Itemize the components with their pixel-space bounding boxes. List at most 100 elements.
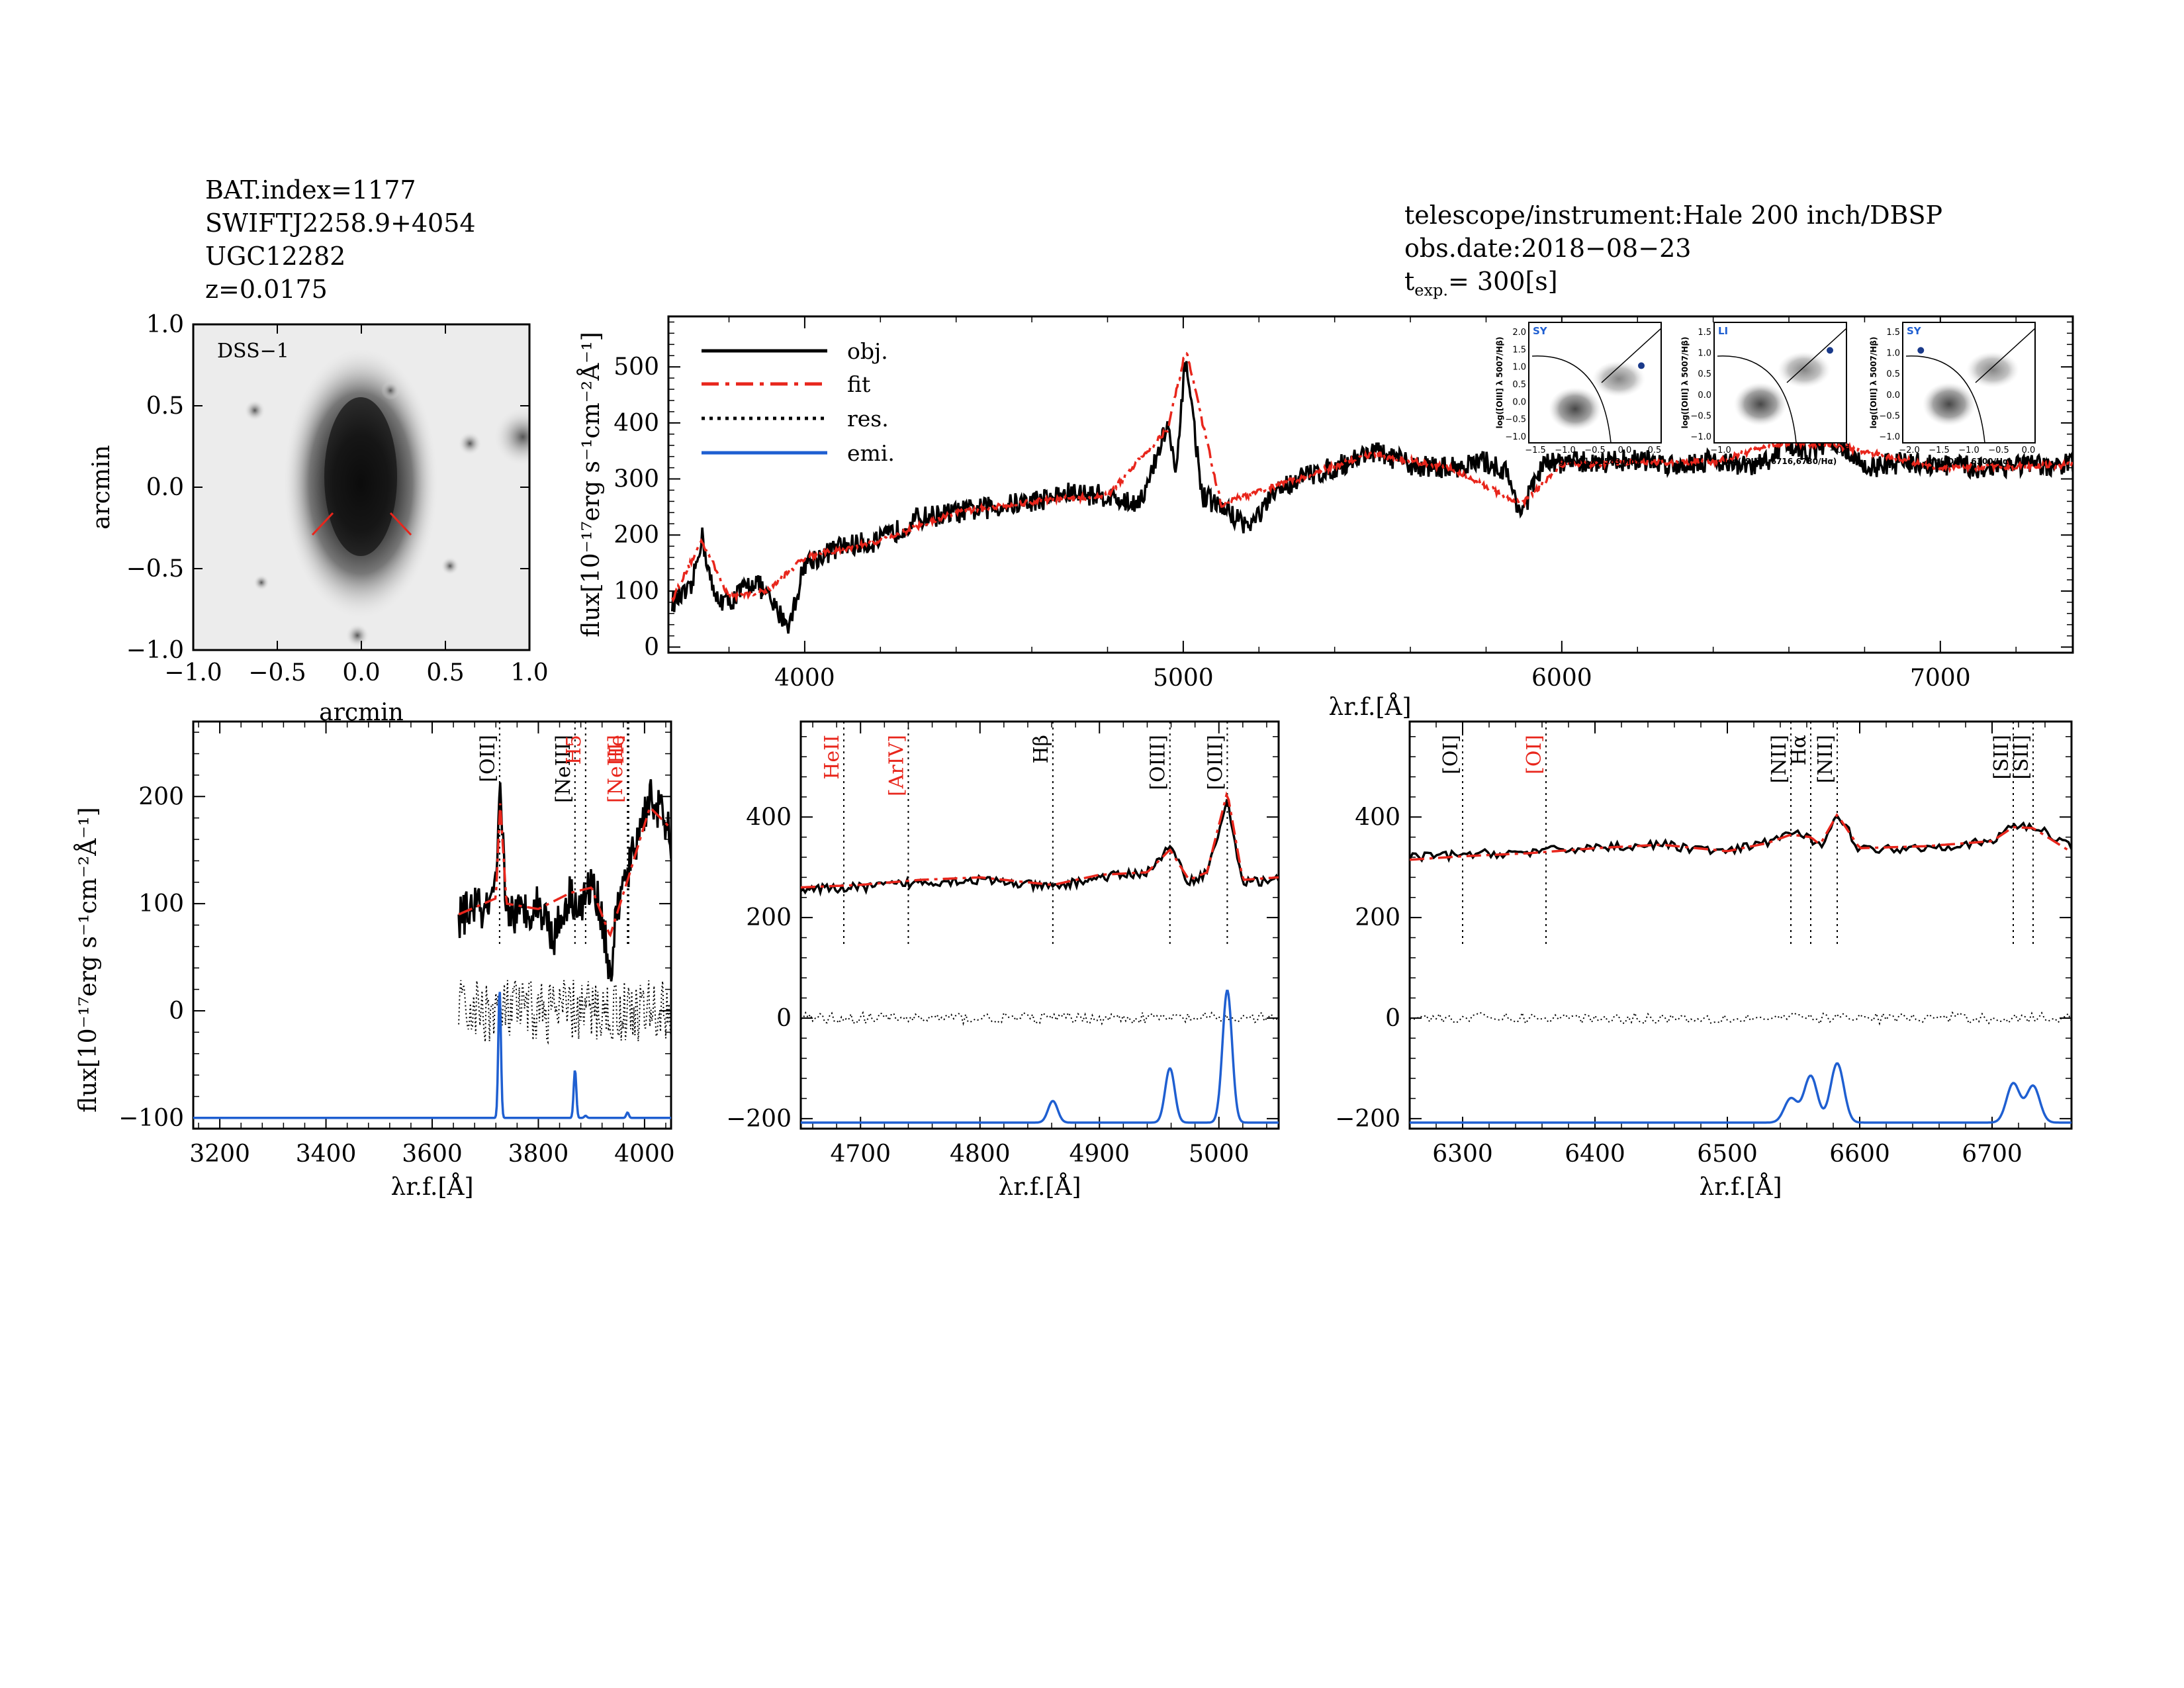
telescope-instrument: telescope/instrument:Hale 200 inch/DBSP	[1404, 201, 1943, 230]
exposure-time: texp.= 300[s]	[1404, 265, 1942, 307]
bpt-object-point	[1917, 347, 1925, 354]
bpt-demarcation-curve	[1531, 355, 1612, 444]
bpt-ytick-label: 1.5	[1886, 328, 1900, 338]
image-xtick-label: 1.0	[510, 659, 548, 686]
lower-ylabel: flux[10⁻¹⁷erg s⁻¹cm⁻²Å⁻¹]	[74, 807, 102, 1112]
emission-line-label: [OI]	[1439, 735, 1463, 774]
bpt-xtick-label: −0.5	[1829, 445, 1850, 455]
swift-name: SWIFTJ2258.9+4054	[205, 209, 476, 238]
image-ytick-label: 1.0	[146, 311, 184, 338]
bpt-density	[1592, 361, 1645, 397]
bpt-panel-2: LI1.51.00.50.0−0.5−1.0−1.0 −0.5log([OIII]…	[1680, 322, 1850, 466]
bpt-ytick-label: 2.0	[1512, 328, 1526, 338]
zoom2-xlabel: λr.f.[Å]	[1699, 1173, 1782, 1201]
bpt-ylabel: log([OIII] λ 5007/Hβ)	[1495, 337, 1504, 429]
bpt-density	[1549, 387, 1602, 431]
bpt-ytick-label: −0.5	[1879, 411, 1900, 421]
bat-index: BAT.index=1177	[205, 175, 416, 205]
emission-line-label: [NII]	[1768, 735, 1791, 783]
legend: obj. fit res. emi.	[702, 338, 895, 466]
zoom1-xtick-label: 4700	[830, 1141, 891, 1168]
zoom0-ytick-label: −100	[118, 1105, 184, 1132]
main-ytick-label: 300	[614, 466, 659, 493]
image-xtick-label: −1.0	[164, 659, 222, 686]
bpt-xlabel: log([SII] λ 6716,6730/Hα)	[1724, 457, 1837, 466]
zoom0-xtick-label: 3800	[508, 1141, 569, 1168]
image-xtick-label: 0.0	[342, 659, 380, 686]
legend-obj-label: obj.	[847, 338, 888, 364]
bpt-demarcation-line	[1975, 328, 2036, 383]
image-ytick-label: −1.0	[126, 637, 184, 664]
zoom1-ytick-label: 0	[776, 1005, 792, 1032]
bpt-object-point	[1827, 347, 1833, 354]
main-ytick-label: 200	[614, 522, 659, 549]
main-obj-line	[670, 361, 2073, 634]
zoom0-xtick-label: 4000	[614, 1141, 675, 1168]
bpt-frame	[1902, 322, 2036, 444]
bpt-xtick-label: 0.5	[1648, 445, 1662, 455]
redshift: z=0.0175	[205, 275, 328, 304]
bpt-ytick-label: 1.0	[1886, 349, 1900, 359]
bpt-ytick-label: 0.0	[1886, 391, 1900, 400]
bpt-xlabel: log([OI] λ 6300/Hα)	[1926, 457, 2012, 466]
bpt-frame	[1713, 322, 1847, 444]
bpt-xtick-label: −1.0	[1958, 445, 1979, 455]
exposure-value: = 300[s]	[1448, 267, 1558, 296]
main-xtick-label: 5000	[1153, 665, 1214, 692]
bpt-density	[1966, 352, 2019, 388]
zoom2-fit-line	[1410, 813, 2071, 861]
zoom2-ytick-label: 0	[1385, 1005, 1400, 1032]
zoom1-xtick-label: 4900	[1069, 1141, 1130, 1168]
emission-line-label: [NeIII]	[604, 735, 627, 803]
zoom0-xtick-label: 3600	[402, 1141, 463, 1168]
bpt-panel-3: SY 1.5 1.0 0.5 0.0 −0.5 −1.0 −2.0 −1.5 −1.0 −0.5 0.…	[1869, 322, 2036, 466]
bpt-xtick-label: −1.5	[1525, 445, 1546, 455]
main-ticks: 4000 5000 6000 7000 0 100 200 300 400 500	[614, 316, 2073, 692]
emission-line-label: HeII	[821, 735, 844, 780]
legend-emi-label: emi.	[847, 440, 895, 466]
zoom1-ytick-label: −200	[726, 1105, 792, 1133]
bpt-ytick-label: 0.0	[1512, 397, 1526, 407]
zoom-panel-1: 4700 4800 4900 5000 −200 0 200 400 HeII [ArIV] Hβ […	[726, 720, 1280, 1201]
bpt-xtick-label: 0.0	[1618, 445, 1632, 455]
bpt-xlabel: log([NII] λ 6583/Hα)	[1551, 457, 1639, 466]
bpt-xtick-label: −0.5	[1584, 445, 1606, 455]
zoom0-ytick-label: 200	[138, 783, 184, 810]
emission-line-label: H5	[563, 735, 586, 765]
zoom0-ytick-label: 0	[169, 998, 184, 1025]
bpt-ytick-label: −1.0	[1879, 432, 1900, 442]
zoom0-fit-line	[458, 803, 671, 938]
zoom1-res-line	[801, 1011, 1279, 1026]
emission-line-label: [OIII]	[1204, 735, 1227, 790]
zoom2-xtick-label: 6400	[1565, 1141, 1625, 1168]
emission-line-label: [NII]	[1814, 735, 1837, 783]
zoom0-res-line	[458, 980, 671, 1045]
emission-line-label: [OII]	[477, 735, 500, 782]
zoom2-xtick-label: 6300	[1432, 1141, 1493, 1168]
bpt-ytick-label: 1.5	[1512, 345, 1526, 355]
zoom2-res-line	[1410, 1010, 2071, 1026]
bpt-xtick-label: 0.0	[2022, 445, 2036, 455]
bpt-object-point	[1638, 362, 1645, 369]
bpt-class-tag: SY	[1907, 325, 1922, 337]
bpt-ylabel: log([OIII] λ 5007/Hβ)	[1680, 337, 1690, 429]
image-ytick-label: −0.5	[126, 555, 184, 583]
bpt-demarcation-curve	[1905, 355, 1985, 444]
zoom2-xtick-label: 6500	[1697, 1141, 1758, 1168]
observation-info: telescope/instrument:Hale 200 inch/DBSP …	[1404, 199, 1942, 307]
zoom2-ytick-label: 200	[1355, 904, 1400, 931]
zoom2-ytick-label: −200	[1335, 1105, 1400, 1133]
zoom0-ytick-label: 100	[138, 890, 184, 917]
bpt-demarcation-line	[1786, 328, 1847, 383]
main-xlabel: λr.f.[Å]	[1328, 693, 1411, 721]
bpt-ytick-label: −1.0	[1690, 432, 1711, 442]
bpt-class-tag: SY	[1533, 325, 1548, 337]
galaxy-name: UGC12282	[205, 242, 346, 271]
zoom-frame	[1408, 720, 2073, 1130]
bpt-ytick-label: 0.0	[1698, 391, 1711, 400]
emission-line-label: [ArIV]	[885, 735, 908, 796]
bpt-ytick-label: −0.5	[1690, 411, 1711, 421]
zoom1-xlabel: λr.f.[Å]	[998, 1173, 1081, 1201]
